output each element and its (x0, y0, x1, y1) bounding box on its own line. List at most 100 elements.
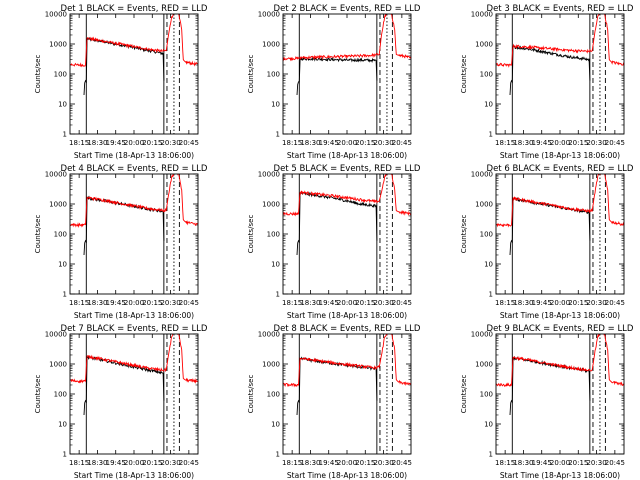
y-tick-label: 10 (484, 101, 493, 109)
x-tick-label: 18:15 (282, 299, 302, 307)
x-tick-label: 20:30 (586, 139, 606, 147)
y-tick-label: 10000 (45, 171, 67, 179)
x-tick-label: 20:15 (355, 459, 375, 467)
x-axis-label: Start Time (18-Apr-13 18:06:00) (500, 471, 620, 480)
y-tick-label: 10 (271, 421, 280, 429)
x-tick-label: 19:45 (532, 459, 552, 467)
y-tick-label: 10 (58, 421, 67, 429)
y-tick-label: 10 (58, 261, 67, 269)
y-tick-label: 1 (63, 451, 67, 459)
y-tick-label: 1000 (49, 361, 67, 369)
series-line-lld (496, 334, 624, 387)
series-line-events (83, 195, 165, 256)
panel-title: Det 5 BLACK = Events, RED = LLD (274, 164, 421, 174)
plot-area (283, 14, 411, 134)
x-tick-label: 18:30 (513, 139, 533, 147)
x-tick-label: 18:15 (495, 299, 515, 307)
x-tick-label: 20:30 (160, 459, 180, 467)
x-tick-label: 20:45 (179, 139, 199, 147)
x-tick-label: 20:15 (142, 299, 162, 307)
axes-frame (495, 173, 625, 295)
x-tick-label: 18:30 (513, 299, 533, 307)
x-tick-label: 19:45 (532, 139, 552, 147)
x-tick-label: 19:45 (319, 459, 339, 467)
detector-panel-2: Det 2 BLACK = Events, RED = LLD Counts/se… (247, 4, 421, 160)
y-axis-label: Counts/sec (34, 215, 42, 254)
series-line-events (509, 355, 591, 416)
y-tick-label: 1 (489, 291, 493, 299)
y-tick-label: 10000 (471, 331, 493, 339)
plot-area (283, 174, 411, 294)
x-tick-label: 20:00 (337, 299, 357, 307)
y-tick-label: 100 (480, 391, 493, 399)
series-line-lld (70, 334, 198, 384)
x-tick-label: 20:45 (605, 299, 625, 307)
panel-title: Det 8 BLACK = Events, RED = LLD (274, 324, 421, 334)
y-tick-label: 10 (271, 261, 280, 269)
x-tick-label: 20:00 (550, 139, 570, 147)
x-tick-label: 19:45 (106, 299, 126, 307)
panel-title: Det 6 BLACK = Events, RED = LLD (487, 164, 634, 174)
x-axis-label: Start Time (18-Apr-13 18:06:00) (74, 311, 194, 320)
x-tick-label: 20:15 (568, 299, 588, 307)
axes-frame (495, 333, 625, 455)
detector-panel-7: Det 7 BLACK = Events, RED = LLD Counts/se… (34, 324, 208, 480)
series-line-lld (283, 14, 411, 62)
x-axis-label: Start Time (18-Apr-13 18:06:00) (287, 311, 407, 320)
y-tick-label: 1000 (49, 201, 67, 209)
x-tick-label: 18:30 (300, 299, 320, 307)
x-tick-label: 19:45 (319, 139, 339, 147)
x-tick-label: 20:45 (179, 299, 199, 307)
x-tick-label: 20:30 (160, 299, 180, 307)
series-line-lld (283, 174, 411, 217)
x-tick-label: 20:30 (373, 459, 393, 467)
plot-area (283, 334, 411, 454)
x-tick-label: 18:30 (300, 459, 320, 467)
x-tick-label: 20:30 (160, 139, 180, 147)
series-line-lld (70, 14, 198, 68)
x-tick-label: 18:15 (69, 459, 89, 467)
x-tick-label: 20:15 (142, 459, 162, 467)
plot-area (70, 334, 198, 454)
x-tick-label: 18:15 (282, 139, 302, 147)
detector-panel-9: Det 9 BLACK = Events, RED = LLD Counts/se… (460, 324, 634, 480)
detector-panel-1: Det 1 BLACK = Events, RED = LLD Counts/se… (34, 4, 208, 160)
detector-panel-6: Det 6 BLACK = Events, RED = LLD Counts/se… (460, 164, 634, 320)
y-tick-label: 10000 (45, 331, 67, 339)
y-tick-label: 1000 (475, 201, 493, 209)
x-tick-label: 18:30 (513, 459, 533, 467)
x-tick-label: 18:30 (300, 139, 320, 147)
x-tick-label: 18:15 (282, 459, 302, 467)
y-tick-label: 100 (54, 391, 67, 399)
detector-panel-8: Det 8 BLACK = Events, RED = LLD Counts/se… (247, 324, 421, 480)
plot-area (496, 174, 624, 294)
y-tick-label: 10000 (258, 171, 280, 179)
x-tick-label: 20:30 (373, 139, 393, 147)
y-tick-label: 10000 (258, 331, 280, 339)
y-tick-label: 10 (271, 101, 280, 109)
y-tick-label: 100 (267, 231, 280, 239)
y-tick-label: 100 (54, 231, 67, 239)
series-line-events (83, 36, 165, 96)
y-tick-label: 10000 (258, 11, 280, 19)
series-line-lld (496, 174, 624, 228)
y-tick-label: 1 (63, 131, 67, 139)
x-tick-label: 20:15 (568, 139, 588, 147)
y-axis-label: Counts/sec (247, 375, 255, 414)
x-tick-label: 20:15 (568, 459, 588, 467)
x-tick-label: 20:45 (605, 139, 625, 147)
x-tick-label: 19:45 (106, 459, 126, 467)
y-tick-label: 1000 (475, 361, 493, 369)
plot-area (496, 14, 624, 134)
x-tick-label: 20:00 (124, 139, 144, 147)
series-line-lld (70, 174, 198, 229)
x-tick-label: 20:30 (586, 299, 606, 307)
series-line-events (83, 355, 165, 416)
x-axis-label: Start Time (18-Apr-13 18:06:00) (74, 471, 194, 480)
x-tick-label: 20:15 (355, 299, 375, 307)
x-tick-label: 20:00 (124, 459, 144, 467)
axes-frame (69, 173, 199, 295)
y-axis-label: Counts/sec (460, 55, 468, 94)
y-tick-label: 100 (267, 71, 280, 79)
y-tick-label: 1 (63, 291, 67, 299)
